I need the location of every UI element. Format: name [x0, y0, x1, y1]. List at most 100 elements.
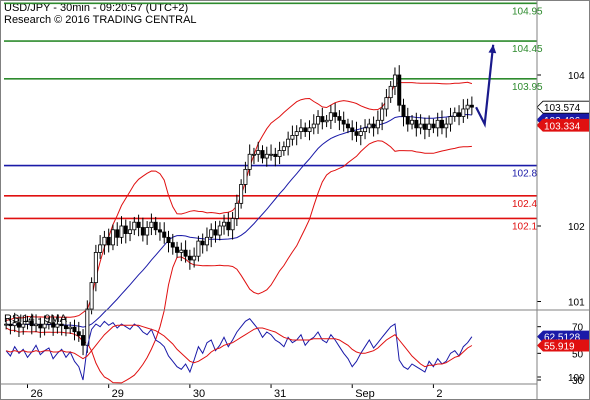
candle-body	[243, 168, 248, 185]
candle	[187, 249, 192, 270]
candle-body	[230, 218, 235, 231]
candle	[76, 321, 81, 342]
candle	[401, 98, 406, 127]
candle	[55, 314, 60, 334]
copyright-text: Research © 2016 TRADING CENTRAL	[4, 14, 197, 26]
candle-body	[128, 229, 133, 234]
candle	[405, 107, 410, 132]
bollinger-lower	[5, 140, 472, 384]
x-tick-label: 26	[31, 388, 43, 400]
rsi-y-tick-label: 30	[572, 376, 584, 387]
candle	[157, 222, 162, 241]
candle-body	[102, 236, 107, 246]
candle-body	[448, 116, 453, 125]
candle-body	[465, 104, 470, 110]
candle	[410, 115, 415, 130]
forecast-arrowhead	[488, 44, 497, 54]
rsi-value-tag: 55.919	[537, 339, 590, 352]
candle-body	[217, 225, 222, 236]
candle	[380, 102, 385, 131]
candle-body	[260, 150, 265, 159]
candle	[204, 227, 209, 252]
candle	[345, 118, 350, 134]
candle	[102, 230, 107, 255]
candle	[192, 247, 197, 268]
candle	[162, 222, 167, 244]
candle-body	[89, 282, 94, 310]
candle	[132, 216, 137, 236]
candle-body	[397, 74, 402, 106]
candle	[16, 316, 21, 337]
candle	[388, 81, 393, 103]
candle	[123, 219, 128, 244]
candle	[170, 233, 175, 255]
candle-body	[328, 112, 333, 121]
candle-body	[431, 123, 436, 129]
candle-body	[380, 108, 385, 121]
rsi-value-tag-label: 55.919	[544, 341, 575, 352]
candle	[303, 122, 308, 137]
candle	[277, 141, 282, 165]
candle-body	[42, 323, 47, 329]
candle	[128, 221, 133, 242]
candle-body	[435, 119, 440, 129]
candle-body	[316, 116, 321, 125]
candle	[217, 220, 222, 241]
x-tick-label: 29	[112, 388, 124, 400]
x-axis: 26 29 30 31 Sep 2	[27, 384, 443, 400]
candle	[12, 312, 17, 333]
candle-body	[226, 221, 231, 231]
candle	[81, 329, 86, 356]
candle-body	[153, 221, 158, 231]
candle	[358, 125, 363, 146]
candle-body	[401, 104, 406, 117]
candle	[140, 217, 145, 242]
candle-body	[187, 255, 192, 261]
candle-body	[311, 123, 316, 129]
candle	[222, 214, 227, 235]
candle	[431, 118, 436, 134]
level-label: 102.4	[512, 199, 537, 210]
candle-body	[183, 249, 188, 257]
candle-body	[59, 323, 64, 327]
candle-body	[110, 229, 115, 246]
candle	[51, 315, 56, 336]
candle-body	[414, 119, 419, 129]
candle-body	[51, 322, 56, 328]
y-tick-label: 100	[568, 373, 585, 384]
candle-body	[145, 227, 150, 236]
candle	[448, 107, 453, 132]
candle	[363, 119, 368, 140]
candle	[175, 241, 180, 258]
candle	[166, 230, 171, 253]
candle-body	[298, 127, 303, 133]
candle	[234, 194, 239, 226]
candle	[328, 105, 333, 129]
candle	[179, 242, 184, 262]
candle	[25, 315, 30, 330]
candle-body	[461, 108, 466, 117]
candle-body	[388, 85, 393, 99]
candle	[34, 314, 39, 333]
candle-body	[422, 123, 427, 130]
candle	[93, 244, 98, 292]
candle-body	[106, 236, 111, 246]
candle	[89, 277, 94, 315]
candle-body	[324, 119, 329, 123]
candle	[196, 235, 201, 262]
candle-body	[136, 221, 141, 228]
candle	[209, 223, 214, 248]
candle-body	[256, 150, 261, 155]
candle	[21, 315, 26, 335]
price-tag-box	[536, 118, 590, 132]
candle	[465, 98, 470, 119]
candle	[341, 111, 346, 132]
x-tick-label: Sep	[355, 388, 375, 400]
candle-body	[294, 131, 299, 136]
candle-body	[81, 335, 86, 346]
candle-body	[341, 119, 346, 125]
candle-body	[12, 322, 17, 327]
candle	[337, 110, 342, 131]
candle	[119, 216, 124, 244]
